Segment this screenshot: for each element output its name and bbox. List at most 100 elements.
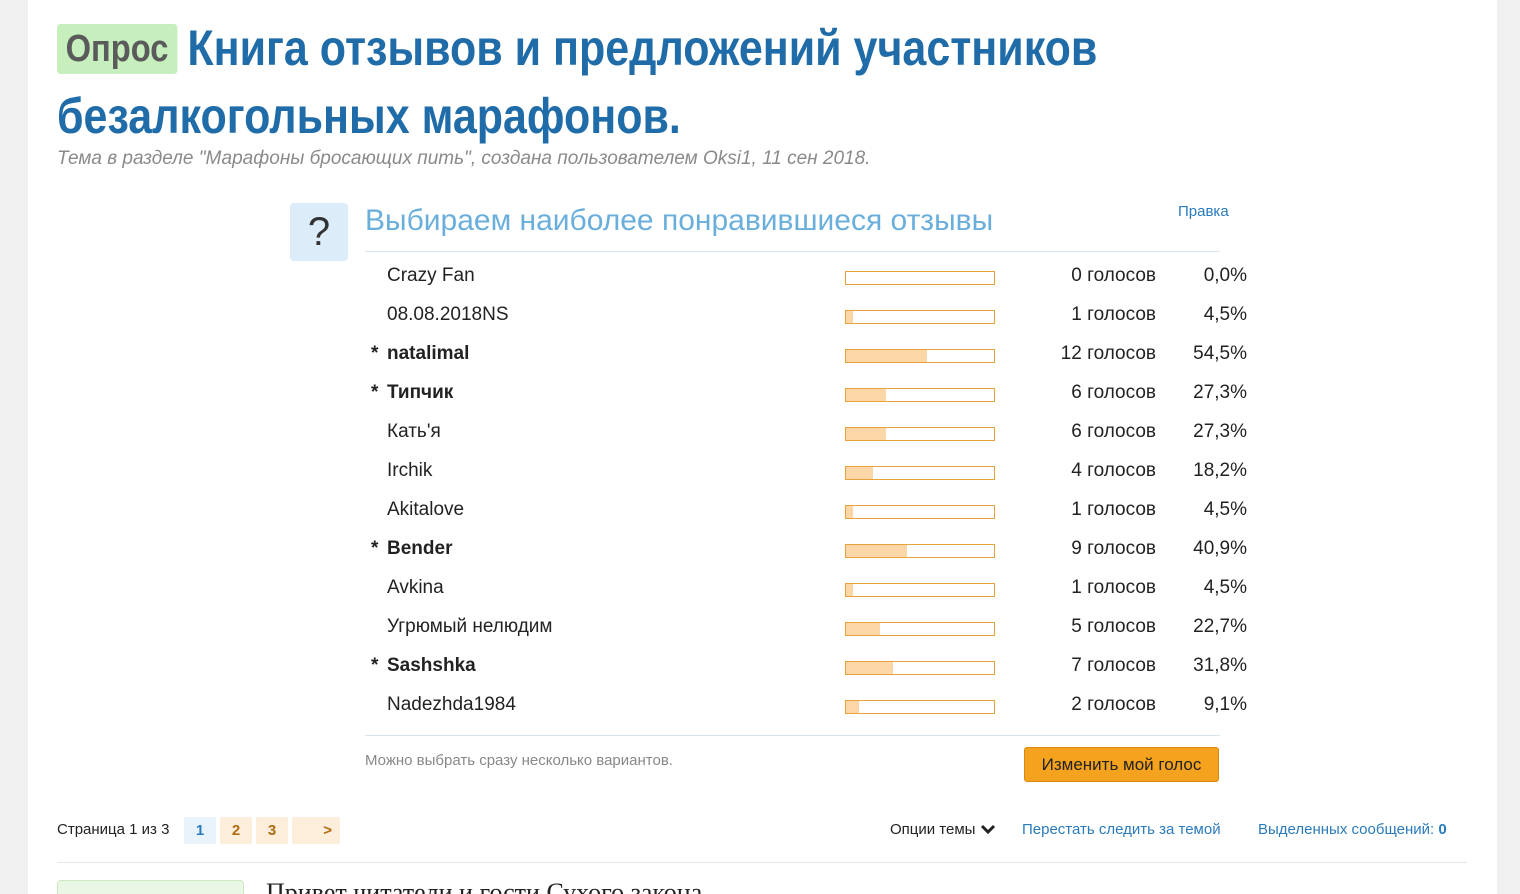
bar-track (845, 583, 995, 597)
page-button[interactable]: 2 (220, 817, 252, 844)
highlighted-text: Выделенных сообщений: (1258, 821, 1435, 838)
poll-icon: ? (290, 203, 348, 261)
poll-option: Nadezhda1984 2 голосов 9,1% (365, 694, 1247, 733)
bar (846, 701, 860, 713)
percent: 0,0% (1203, 265, 1247, 286)
poll-option: Irchik 4 голосов 18,2% (365, 460, 1247, 499)
page-button[interactable]: 3 (256, 817, 288, 844)
star: * (371, 343, 379, 364)
percent: 27,3% (1193, 382, 1247, 403)
option-name: Crazy Fan (387, 265, 475, 286)
option-name: Кать'я (387, 421, 441, 442)
highlighted-count: 0 (1438, 821, 1447, 838)
percent: 4,5% (1203, 499, 1247, 520)
unwatch-link[interactable]: Перестать следить за темой (1022, 821, 1221, 838)
poll-option: 08.08.2018NS 1 голосов 4,5% (365, 304, 1247, 343)
poll-option: * natalimal 12 голосов 54,5% (365, 343, 1247, 382)
thread-options[interactable]: Опции темы (890, 821, 996, 838)
votes: 1 голосов (1071, 304, 1156, 325)
votes: 2 голосов (1071, 694, 1156, 715)
page-button[interactable]: 1 (184, 817, 216, 844)
poll-option: Кать'я 6 голосов 27,3% (365, 421, 1247, 460)
votes: 5 голосов (1071, 616, 1156, 637)
divider (365, 251, 1220, 252)
bar-track (845, 388, 995, 402)
percent: 4,5% (1203, 577, 1247, 598)
badge: Опрос (57, 24, 178, 74)
option-name: natalimal (387, 343, 470, 364)
bar (846, 623, 880, 635)
pages-label: Страница 1 из 3 (57, 821, 170, 838)
bar-track (845, 271, 995, 285)
option-name: Akitalove (387, 499, 465, 520)
bar (846, 506, 853, 518)
percent: 31,8% (1193, 655, 1247, 676)
poll-option: Crazy Fan 0 голосов 0,0% (365, 265, 1247, 304)
poll-option: * Bender 9 голосов 40,9% (365, 538, 1247, 577)
bar-track (845, 466, 995, 480)
percent: 22,7% (1193, 616, 1247, 637)
percent: 54,5% (1193, 343, 1247, 364)
bar (846, 350, 927, 362)
bar (846, 467, 873, 479)
title-text: Книга отзывов и предложений участников б… (57, 20, 1098, 144)
poll-title: Выбираем наиболее понравившиеся отзывы (365, 204, 994, 237)
bar (846, 311, 853, 323)
votes: 6 голосов (1071, 421, 1156, 442)
divider (365, 735, 1220, 736)
option-name: Nadezhda1984 (387, 694, 516, 715)
bar (846, 389, 887, 401)
votes: 7 голосов (1071, 655, 1156, 676)
option-name: Avkina (387, 577, 444, 598)
poll-option: Avkina 1 голосов 4,5% (365, 577, 1247, 616)
vote-button[interactable]: Изменить мой голос (1024, 747, 1219, 782)
votes: 9 голосов (1071, 538, 1156, 559)
star: * (371, 538, 379, 559)
highlighted-link[interactable]: Выделенных сообщений: 0 (1258, 821, 1447, 838)
option-name: Угрюмый нелюдим (387, 616, 553, 637)
option-name: Bender (387, 538, 453, 559)
bar-track (845, 427, 995, 441)
divider (57, 862, 1467, 863)
option-name: Irchik (387, 460, 433, 481)
percent: 40,9% (1193, 538, 1247, 559)
post-avatar (57, 880, 244, 894)
page-button[interactable]: > (292, 817, 340, 844)
bar-track (845, 700, 995, 714)
poll-option: * Sashshka 7 голосов 31,8% (365, 655, 1247, 694)
star: * (371, 655, 379, 676)
votes: 1 голосов (1071, 499, 1156, 520)
bar-track (845, 310, 995, 324)
bar-track (845, 505, 995, 519)
percent: 4,5% (1203, 304, 1247, 325)
bar-track (845, 349, 995, 363)
poll-option: Угрюмый нелюдим 5 голосов 22,7% (365, 616, 1247, 655)
votes: 1 голосов (1071, 577, 1156, 598)
bar (846, 662, 894, 674)
poll-option: Akitalove 1 голосов 4,5% (365, 499, 1247, 538)
chevron (980, 824, 995, 835)
votes: 12 голосов (1060, 343, 1156, 364)
votes: 4 голосов (1071, 460, 1156, 481)
subtitle: Тема в разделе "Марафоны бросающих пить"… (57, 148, 871, 169)
bar (846, 584, 853, 596)
sheet: Опрос Книга отзывов и предложений участни… (28, 0, 1497, 894)
post-text: Привет читатели и гости Сухого закона (266, 878, 703, 894)
votes: 6 голосов (1071, 382, 1156, 403)
percent: 9,1% (1203, 694, 1247, 715)
thread-title: Опрос Книга отзывов и предложений участни… (57, 14, 1175, 150)
options-text: Опции темы (890, 821, 976, 838)
edit-link[interactable]: Правка (1178, 203, 1229, 220)
star: * (371, 382, 379, 403)
option-name: Типчик (387, 382, 454, 403)
bar-track (845, 544, 995, 558)
poll-note: Можно выбрать сразу несколько вариантов. (365, 752, 673, 769)
bar-track (845, 661, 995, 675)
votes: 0 голосов (1071, 265, 1156, 286)
bar (846, 428, 887, 440)
percent: 18,2% (1193, 460, 1247, 481)
poll-option: * Типчик 6 голосов 27,3% (365, 382, 1247, 421)
percent: 27,3% (1193, 421, 1247, 442)
